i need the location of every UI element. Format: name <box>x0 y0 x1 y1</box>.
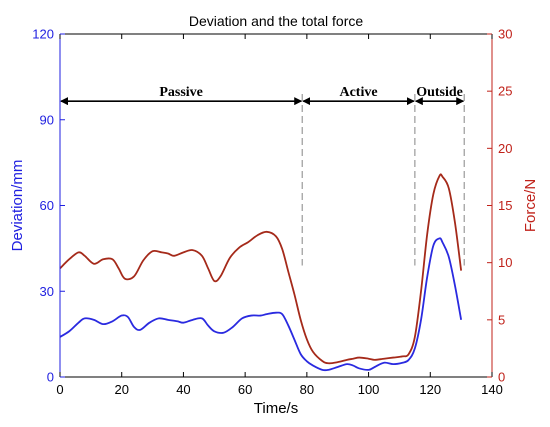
x-axis-label: Time/s <box>254 400 298 417</box>
series-line-force <box>59 173 463 365</box>
x-tick-label: 140 <box>481 382 503 397</box>
y-left-tick-label: 0 <box>47 370 54 385</box>
x-tick-label: 40 <box>176 382 190 397</box>
y-right-tick-label: 10 <box>498 255 512 270</box>
x-tick-label: 60 <box>238 382 252 397</box>
y-right-tick-label: 15 <box>498 198 512 213</box>
x-tick-label: 20 <box>114 382 128 397</box>
y-left-tick-label: 120 <box>32 27 54 42</box>
y-right-tick-label: 5 <box>498 312 505 327</box>
plot-area <box>60 34 492 377</box>
series-line-deviation <box>59 237 463 372</box>
y-right-tick-label: 20 <box>498 141 512 156</box>
y-left-tick-label: 60 <box>40 198 54 213</box>
regions-layer: Passive Active Outside <box>60 85 465 266</box>
region-label: Active <box>339 85 377 100</box>
x-tick-label: 120 <box>419 382 441 397</box>
region-label: Outside <box>416 85 463 100</box>
y-axis-left-label: Deviation/mm <box>9 160 26 252</box>
y-right-tick-label: 25 <box>498 84 512 99</box>
series-layer <box>59 173 463 372</box>
chart-title: Deviation and the total force <box>189 13 364 29</box>
x-tick-label: 0 <box>56 382 63 397</box>
y-axis-right-label: Force/N <box>522 179 539 232</box>
y-left-tick-label: 90 <box>40 112 54 127</box>
x-tick-label: 100 <box>358 382 380 397</box>
x-tick-label: 80 <box>300 382 314 397</box>
y-right-tick-label: 30 <box>498 27 512 42</box>
y-right-tick-label: 0 <box>498 370 505 385</box>
y-left-tick-label: 30 <box>40 284 54 299</box>
region-label: Passive <box>159 85 203 100</box>
